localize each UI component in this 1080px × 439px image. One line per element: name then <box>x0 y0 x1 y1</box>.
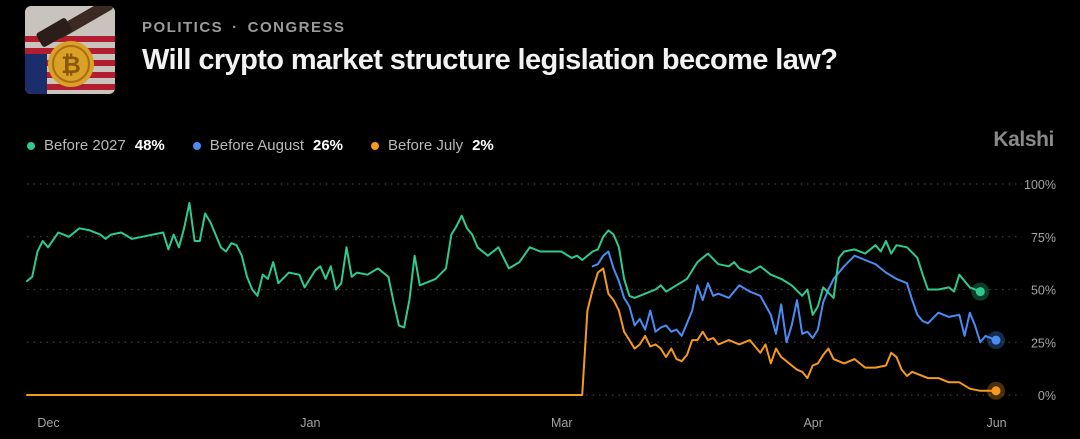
y-tick-label: 25% <box>1031 336 1056 350</box>
category-label[interactable]: POLITICS <box>142 19 224 36</box>
series-line-2 <box>26 267 997 396</box>
series-line-0 <box>26 202 982 329</box>
x-tick-label: Jan <box>300 416 320 430</box>
legend-item-before-2027[interactable]: Before 2027 48% <box>27 137 165 154</box>
legend-item-before-july[interactable]: Before July 2% <box>371 137 494 154</box>
legend-dot <box>371 141 380 150</box>
series-endpoint-0 <box>975 287 985 297</box>
series-line-1 <box>591 250 997 344</box>
y-tick-label: 100% <box>1024 178 1056 192</box>
y-tick-label: 75% <box>1031 231 1056 245</box>
subcategory-label[interactable]: CONGRESS <box>247 19 346 36</box>
legend-item-before-august[interactable]: Before August 26% <box>192 137 344 154</box>
page-title: Will crypto market structure legislation… <box>142 44 838 76</box>
breadcrumb: POLITICS · CONGRESS <box>142 19 346 36</box>
legend-dot <box>27 141 35 150</box>
legend-value: 48% <box>134 137 165 154</box>
y-tick-label: 50% <box>1031 284 1056 298</box>
legend-value: 26% <box>313 137 344 154</box>
legend-label: Before August <box>209 137 304 154</box>
x-tick-label: Apr <box>803 416 822 430</box>
kalshi-logo: Kalshi <box>993 128 1054 151</box>
legend-label: Before July <box>388 137 464 154</box>
x-tick-label: Mar <box>551 416 573 430</box>
breadcrumb-separator: · <box>232 19 239 36</box>
x-tick-label: Dec <box>37 416 59 430</box>
x-tick-label: Jun <box>986 416 1006 430</box>
legend-dot <box>192 141 201 150</box>
legend-label: Before 2027 <box>44 137 126 154</box>
legend-value: 2% <box>472 137 494 154</box>
y-tick-label: 0% <box>1038 389 1056 403</box>
svg-text:₿: ₿ <box>61 51 81 79</box>
market-thumbnail[interactable]: ₿ <box>25 6 115 94</box>
series-endpoint-2 <box>991 386 1001 396</box>
series-endpoint-1 <box>991 335 1001 345</box>
chart-legend: Before 2027 48% Before August 26% Before… <box>27 137 522 154</box>
